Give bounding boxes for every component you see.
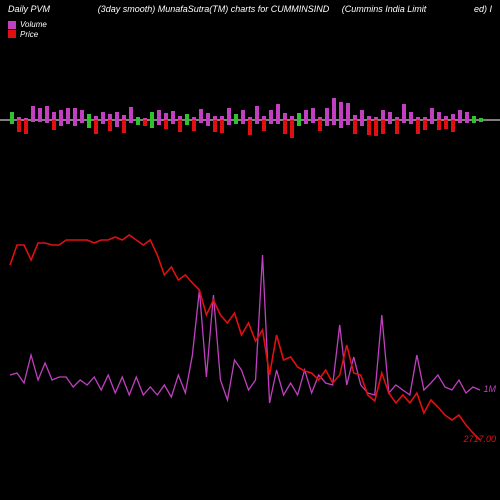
- chart-header: Daily PVM (3day smooth) MunafaSutra(TM) …: [0, 0, 500, 18]
- header-suffix: (Cummins India Limit: [342, 4, 427, 14]
- legend-price: Price: [8, 30, 492, 40]
- chart-container: Daily PVM (3day smooth) MunafaSutra(TM) …: [0, 0, 500, 500]
- header-right: ed) I: [474, 4, 492, 14]
- price-swatch: [8, 30, 16, 38]
- chart-svg: [0, 45, 500, 500]
- legend-volume: Volume: [8, 20, 492, 30]
- header-center: (3day smooth) MunafaSutra(TM) charts for…: [50, 4, 474, 14]
- legend: Volume Price: [0, 18, 500, 41]
- legend-volume-label: Volume: [20, 20, 47, 30]
- header-prefix: (3day smooth) MunafaSutra(TM) charts for: [98, 4, 271, 14]
- legend-price-label: Price: [20, 30, 38, 40]
- volume-swatch: [8, 21, 16, 29]
- header-ticker: CUMMINSIND: [271, 4, 330, 14]
- volume-end-label: 1M: [483, 384, 496, 394]
- price-end-label: 2717.00: [463, 434, 496, 444]
- header-left: Daily PVM: [8, 4, 50, 14]
